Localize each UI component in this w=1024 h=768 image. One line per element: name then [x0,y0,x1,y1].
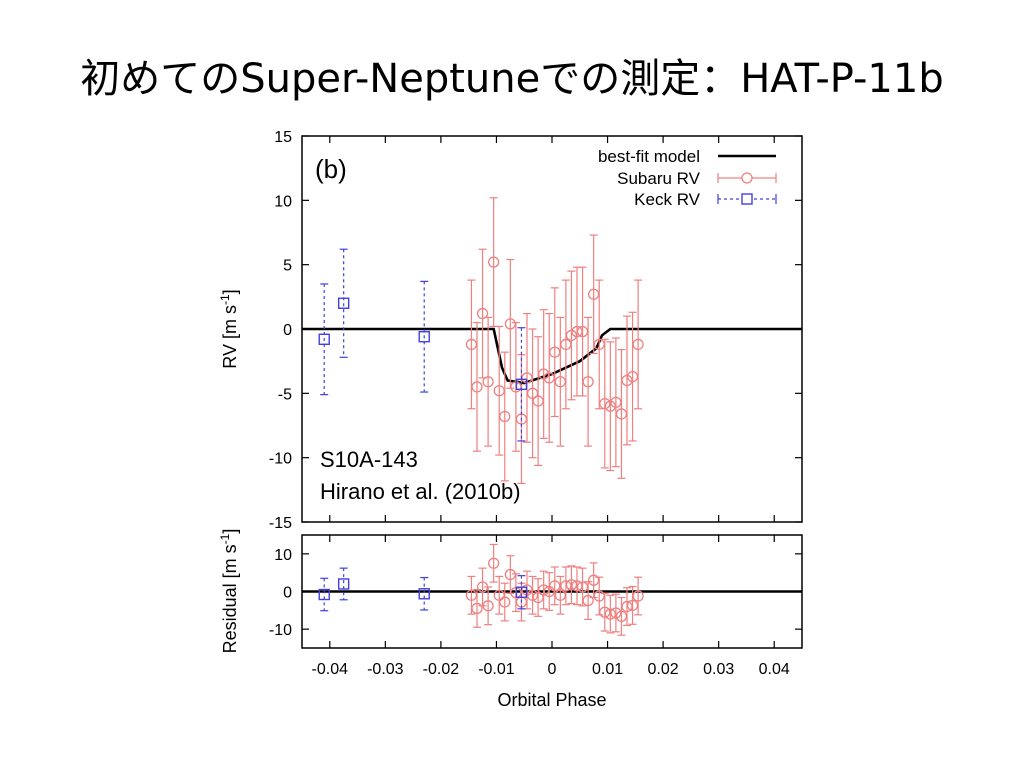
plot-area [302,197,802,484]
x-tick-label: 0.02 [648,661,679,678]
x-tick-label: 0.01 [592,661,623,678]
legend-label-keck: Keck RV [634,190,700,209]
subaru-point [582,376,594,388]
subaru-point [582,594,594,607]
subaru-point [499,596,511,608]
x-tick-label: -0.01 [478,661,515,678]
subaru-point [482,376,494,388]
subaru-point [476,307,489,320]
keck-point [515,378,528,391]
subaru-point [488,256,500,268]
residual-axis-title: Residual [m s-1] [218,529,240,654]
legend-label-subaru: Subaru RV [617,169,701,188]
y-tick-label: -10 [269,451,292,468]
subaru-point [471,602,483,615]
legend-marker-subaru [741,172,753,184]
y-tick-label: 10 [274,193,292,210]
y-tick-label: 0 [283,322,292,339]
subaru-point [488,557,500,569]
keck-point [337,297,350,309]
residual-panel: 10 0 -10 -0.04 -0.03 -0.02 -0.01 0 0.01 0.02 0.03 0… [218,529,803,710]
keck-point [515,586,528,598]
x-axis-title: Orbital Phase [497,690,606,710]
y-tick-label: 5 [283,258,292,275]
subaru-point [482,600,494,612]
y-tick-label: -10 [269,622,292,639]
slide-title: 初めてのSuper-Neptuneでの測定：HAT-P-11b [80,56,944,102]
keck-point [318,333,330,345]
y-tick-label: -15 [269,515,292,532]
y-tick-label: 10 [274,547,292,564]
keck-point [418,331,430,343]
y-tick-label: 15 [274,129,292,146]
x-tick-label: 0.03 [703,661,734,678]
x-tick-label: 0 [548,661,557,678]
panel-tag: (b) [315,154,347,184]
subaru-point [499,410,511,423]
subaru-point [632,590,644,602]
subaru-point [471,381,483,393]
legend-label-model: best-fit model [598,147,700,166]
legend-marker-keck [741,193,753,205]
subaru-point [632,338,644,351]
x-tick-label: -0.02 [423,661,460,678]
legend: best-fit model Subaru RV Keck RV [598,147,777,209]
annotation-line: Hirano et al. (2010b) [320,479,521,504]
keck-point [418,588,430,600]
keck-point [337,578,350,590]
annotation-line: S10A-143 [320,447,418,472]
x-tick-label: 0.04 [759,661,790,678]
rv-panel: 15 10 5 0 -5 -10 -15 (b) RV [m s-1] best-fit mode… [218,129,803,532]
y-tick-label: 0 [283,585,292,602]
keck-point [318,588,330,601]
x-tick-label: -0.03 [367,661,404,678]
y-tick-label: -5 [278,386,292,403]
y-axis-title: RV [m s-1] [218,289,240,368]
plot-area [302,543,802,636]
x-tick-label: -0.04 [312,661,349,678]
